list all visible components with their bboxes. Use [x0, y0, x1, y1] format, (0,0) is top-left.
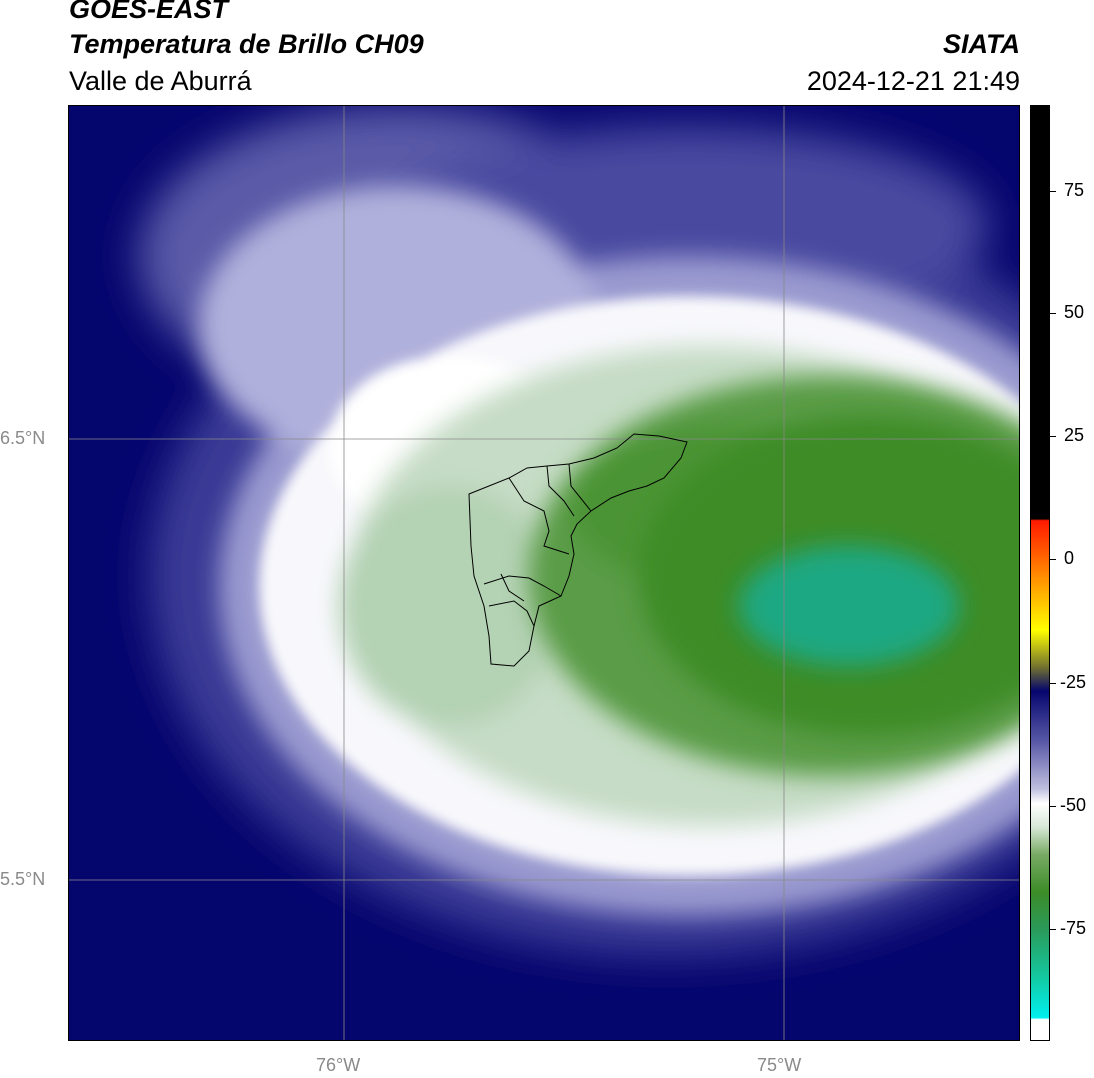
- boundary-internal-3: [568, 463, 592, 512]
- colorbar-label-75: 75: [1064, 180, 1085, 200]
- colorbar-tick-50: [1050, 313, 1056, 314]
- boundary-internal-1: [508, 477, 570, 555]
- colorbar-tick-75: [1050, 191, 1056, 192]
- colorbar-fill: [1031, 106, 1049, 1040]
- boundary-internal-6: [500, 573, 525, 602]
- title-region: Valle de Aburrá: [69, 66, 252, 96]
- lat-label-6-5: 6.5°N: [0, 428, 46, 448]
- colorbar-label-50: 50: [1064, 302, 1085, 322]
- colorbar-tick-minus-75: [1050, 929, 1056, 930]
- title-product: Temperatura de Brillo CH09: [69, 29, 424, 59]
- cloud-teal-core: [739, 546, 959, 666]
- colorbar-label-minus-25: -25: [1060, 672, 1087, 692]
- colorbar-tick-minus-25: [1050, 683, 1056, 684]
- colorbar-gradient: [1031, 106, 1049, 1040]
- colorbar-tick-0: [1050, 559, 1056, 560]
- municipal-boundaries: [468, 433, 688, 667]
- map-panel[interactable]: [68, 105, 1020, 1041]
- colorbar-tick-minus-50: [1050, 806, 1056, 807]
- colorbar-tick-25: [1050, 436, 1056, 437]
- lon-label-76: 76°W: [316, 1055, 361, 1075]
- colorbar-label-minus-50: -50: [1060, 795, 1087, 815]
- graticule: [69, 106, 1019, 1040]
- title-datetime: 2024-12-21 21:49: [806, 66, 1020, 96]
- colorbar-label-0: 0: [1064, 548, 1075, 568]
- boundary-internal-5: [488, 600, 535, 627]
- lon-label-75: 75°W: [757, 1055, 802, 1075]
- colorbar-label-25: 25: [1064, 425, 1085, 445]
- colorbar: [1030, 105, 1050, 1041]
- boundary-internal-4: [483, 575, 562, 597]
- title-satellite: GOES-EAST: [69, 0, 229, 24]
- lat-label-5-5: 5.5°N: [0, 869, 46, 889]
- boundary-internal-2: [546, 465, 575, 517]
- brightness-temperature-map: [69, 106, 1019, 1040]
- title-organization: SIATA: [943, 29, 1020, 59]
- colorbar-label-minus-75: -75: [1060, 918, 1087, 938]
